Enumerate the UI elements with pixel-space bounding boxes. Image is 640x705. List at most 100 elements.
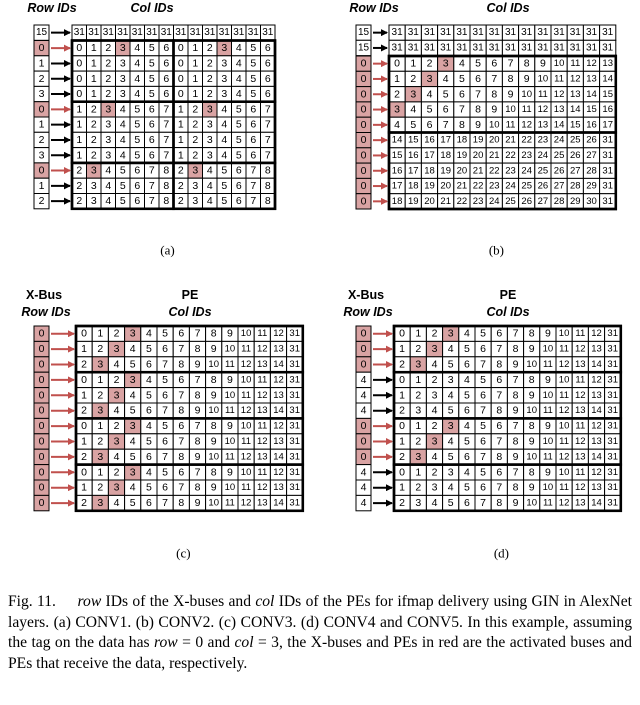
pe-cell-col-id: 2 <box>207 88 213 100</box>
pe-cell-col-id: 11 <box>538 89 548 100</box>
pe-cell-col-id: 31 <box>607 359 618 370</box>
pe-array-border <box>392 324 623 513</box>
pe-cell-col-id: 3 <box>120 57 126 69</box>
pe-cell-col-id: 8 <box>195 436 201 448</box>
pe-cell-col-id: 8 <box>265 195 271 207</box>
pe-cell-col-id: 10 <box>526 451 537 462</box>
pe-cell-col-id: 7 <box>265 149 271 161</box>
pe-cell-col-id: 4 <box>134 42 140 54</box>
pe-cell-col-id: 14 <box>554 119 565 130</box>
pe-cell-header-label: 31 <box>408 27 420 38</box>
pe-cell-col-id: 14 <box>591 359 602 370</box>
pe-cell-col-id: 12 <box>575 344 586 355</box>
pe-cell-col-id: 2 <box>97 436 103 448</box>
pe-cell-header-label: 31 <box>586 42 598 53</box>
pe-cell-col-id: 7 <box>195 420 201 432</box>
pe-cell-col-id: 12 <box>575 436 586 447</box>
pe-cell-col-id: 3 <box>207 134 213 146</box>
pe-cell-col-id: 16 <box>392 165 403 176</box>
pe-cell-col-id: 10 <box>526 359 537 370</box>
pe-cell-col-id: 16 <box>424 135 435 146</box>
pe-cell-col-id: 4 <box>221 119 227 131</box>
pe-cell-col-id: 16 <box>602 104 613 115</box>
pe-cell-col-id: 3 <box>394 104 400 116</box>
pe-cell-col-id: 8 <box>513 482 519 494</box>
pe-cell-header-label: 31 <box>103 27 115 38</box>
top-row-id: 15 <box>36 27 48 38</box>
pe-cell-col-id: 5 <box>236 119 242 131</box>
pe-cell-col-id: 0 <box>178 57 184 69</box>
xbus-row-id-box <box>33 494 50 512</box>
pe-cell-header-label: 31 <box>408 42 420 53</box>
pe-cell-col-id: 2 <box>178 165 184 177</box>
pe-cell-col-id: 5 <box>134 149 140 161</box>
xbus-row-id: 0 <box>39 497 45 509</box>
pe-cell-col-id: 10 <box>241 374 252 385</box>
pe-cell-col-id: 2 <box>114 466 120 478</box>
pe-cell-col-id: 1 <box>81 482 87 494</box>
pe-cell-col-id: 3 <box>97 451 103 463</box>
pe-cell-col-id: 15 <box>570 119 581 130</box>
row-ids-header: Row IDs <box>343 305 392 319</box>
pe-cell-col-id: 31 <box>602 165 613 176</box>
pe-cell-col-id: 28 <box>570 181 581 192</box>
pe-cell-col-id: 10 <box>208 405 219 416</box>
pe-cell-col-id: 6 <box>134 165 140 177</box>
pe-cell-col-id: 13 <box>273 436 284 447</box>
pe-cell-col-id: 31 <box>607 436 618 447</box>
pe-cell-col-id: 6 <box>250 149 256 161</box>
pe-cell-col-id: 8 <box>529 420 535 432</box>
pe-cell-col-id: 8 <box>178 497 184 509</box>
pe-cell-col-id: 5 <box>464 389 470 401</box>
pe-cell-col-id: 5 <box>149 57 155 69</box>
figure-caption: Fig. 11. row IDs of the X-buses and col … <box>8 592 632 674</box>
pe-cell-col-id: 4 <box>432 359 438 371</box>
pe-cell-col-id: 4 <box>114 497 120 509</box>
pe-cell-col-id: 4 <box>130 436 136 448</box>
pe-cell-col-id: 5 <box>443 88 449 100</box>
pe-cell-col-id: 4 <box>134 57 140 69</box>
pe-cell-col-id: 9 <box>227 374 233 386</box>
pe-cell-col-id: 13 <box>570 89 581 100</box>
pe-cell-col-id: 7 <box>513 420 519 432</box>
pe-cell-col-id: 7 <box>195 374 201 386</box>
pe-cell-col-id: 2 <box>192 103 198 115</box>
caption-text-1: IDs of the X-buses and <box>101 593 256 610</box>
pe-cell-col-id: 13 <box>591 390 602 401</box>
pe-cell-col-id: 25 <box>554 150 565 161</box>
pe-cell-col-id: 31 <box>607 374 618 385</box>
pe-cell-col-id: 0 <box>178 73 184 85</box>
pe-cell-col-id: 3 <box>415 497 421 509</box>
caption-eq-0: = 0 and <box>177 634 235 651</box>
pe-cell-col-id: 1 <box>76 119 82 131</box>
pe-cell-col-id: 9 <box>545 328 551 340</box>
pe-cell-col-id: 12 <box>257 390 268 401</box>
pe-cell-col-id: 6 <box>475 73 481 85</box>
pe-cell-col-id: 7 <box>195 466 201 478</box>
pe-cell-col-id: 8 <box>195 389 201 401</box>
pe-cell-col-id: 1 <box>399 389 405 401</box>
pe-cell-col-id: 4 <box>432 497 438 509</box>
pe-cell-col-id: 12 <box>591 328 602 339</box>
pe-cell-col-id: 1 <box>97 420 103 432</box>
pe-cell-col-id: 2 <box>432 420 438 432</box>
pe-cell-col-id: 10 <box>538 73 549 84</box>
pe-cell-col-id: 1 <box>97 374 103 386</box>
pe-cell-col-id: 4 <box>459 58 465 70</box>
pe-cell-col-id: 3 <box>97 405 103 417</box>
pe-cell-col-id: 3 <box>448 328 454 340</box>
pe-cell-col-id: 9 <box>529 482 535 494</box>
pe-cell-col-id: 11 <box>506 119 516 130</box>
pe-cell-col-id: 8 <box>496 359 502 371</box>
pe-cell-col-id: 27 <box>538 196 549 207</box>
pe-cell-header-label: 31 <box>505 42 517 53</box>
pe-cell-col-id: 13 <box>586 73 597 84</box>
panel-sub-label: (a) <box>160 243 174 258</box>
pe-cell-col-id: 3 <box>192 180 198 192</box>
pe-cell-col-id: 5 <box>162 374 168 386</box>
pe-cell-col-id: 2 <box>399 497 405 509</box>
pe-cell-col-id: 7 <box>162 359 168 371</box>
pe-cell-header-label: 31 <box>424 27 436 38</box>
pe-cell-col-id: 7 <box>496 389 502 401</box>
pe-cell-col-id: 0 <box>81 374 87 386</box>
